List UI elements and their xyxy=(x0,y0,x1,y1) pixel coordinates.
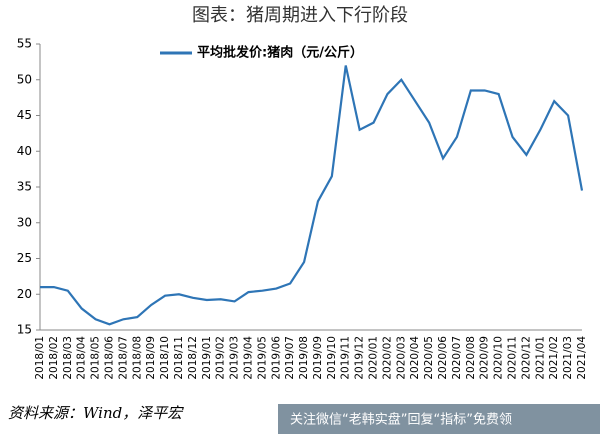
x-tick-label: 2021/02 xyxy=(548,336,560,380)
x-tick-label: 2020/06 xyxy=(437,336,449,380)
x-tick-label: 2018/05 xyxy=(90,336,102,380)
x-tick-label: 2021/01 xyxy=(534,336,546,380)
x-tick-label: 2018/03 xyxy=(62,336,74,380)
x-tick-label: 2021/03 xyxy=(562,336,574,380)
x-tick-label: 2019/06 xyxy=(270,336,282,380)
chart-title: 图表：猪周期进入下行阶段 xyxy=(192,5,408,26)
x-tick-label: 2020/07 xyxy=(451,336,463,380)
x-tick-label: 2019/02 xyxy=(215,336,227,380)
x-tick-label: 2020/04 xyxy=(409,336,421,380)
x-tick-label: 2019/05 xyxy=(256,336,268,380)
y-tick-label: 25 xyxy=(17,251,32,265)
y-tick-label: 45 xyxy=(17,108,32,122)
line-series xyxy=(40,65,584,326)
x-tick-label: 2020/08 xyxy=(465,336,477,380)
x-tick-label: 2019/03 xyxy=(229,336,241,380)
x-tick-label: 2020/11 xyxy=(507,336,519,380)
x-tick-label: 2018/01 xyxy=(34,336,46,380)
x-tick-label: 2020/09 xyxy=(479,336,491,380)
x-tick-label: 2018/04 xyxy=(76,336,88,380)
y-tick-label: 50 xyxy=(17,72,32,86)
x-tick-label: 2018/08 xyxy=(131,336,143,380)
y-tick-label: 35 xyxy=(17,180,32,194)
x-tick-label: 2019/09 xyxy=(312,336,324,380)
x-tick-label: 2018/12 xyxy=(187,336,199,380)
legend-label: 平均批发价:猪肉（元/公斤） xyxy=(197,45,363,61)
source: 资料来源：Wind，泽平宏 xyxy=(8,404,184,422)
x-tick-label: 2020/01 xyxy=(368,336,380,380)
x-tick-label: 2020/12 xyxy=(520,336,532,380)
y-tick-label: 15 xyxy=(17,323,32,337)
x-tick-label: 2019/04 xyxy=(242,336,254,380)
x-tick-label: 2019/12 xyxy=(354,336,366,380)
x-tick-label: 2018/06 xyxy=(103,336,115,380)
x-tick-label: 2019/08 xyxy=(298,336,310,380)
x-tick-label: 2020/10 xyxy=(493,336,505,380)
x-tick-label: 2019/11 xyxy=(340,336,352,380)
y-tick-label: 55 xyxy=(17,37,32,51)
x-tick-label: 2021/04 xyxy=(576,336,588,380)
x-tick-label: 2019/01 xyxy=(201,336,213,380)
x-tick-label: 2018/10 xyxy=(159,336,171,380)
y-tick-label: 20 xyxy=(17,287,32,301)
y-tick-label: 40 xyxy=(17,144,32,158)
watermark-bg xyxy=(278,404,600,434)
watermark: 关注微信“老韩实盘”回复“指标”免费领 xyxy=(290,412,512,428)
x-tick-label: 2019/10 xyxy=(326,336,338,380)
x-tick-label: 2020/03 xyxy=(395,336,407,380)
y-tick-label: 30 xyxy=(17,215,32,229)
x-tick-label: 2018/11 xyxy=(173,336,185,380)
x-tick-label: 2019/07 xyxy=(284,336,296,380)
x-tick-label: 2018/07 xyxy=(117,336,129,380)
x-tick-label: 2020/02 xyxy=(381,336,393,380)
x-tick-label: 2018/09 xyxy=(145,336,157,380)
x-tick-label: 2020/05 xyxy=(423,336,435,380)
x-tick-label: 2018/02 xyxy=(48,336,60,380)
